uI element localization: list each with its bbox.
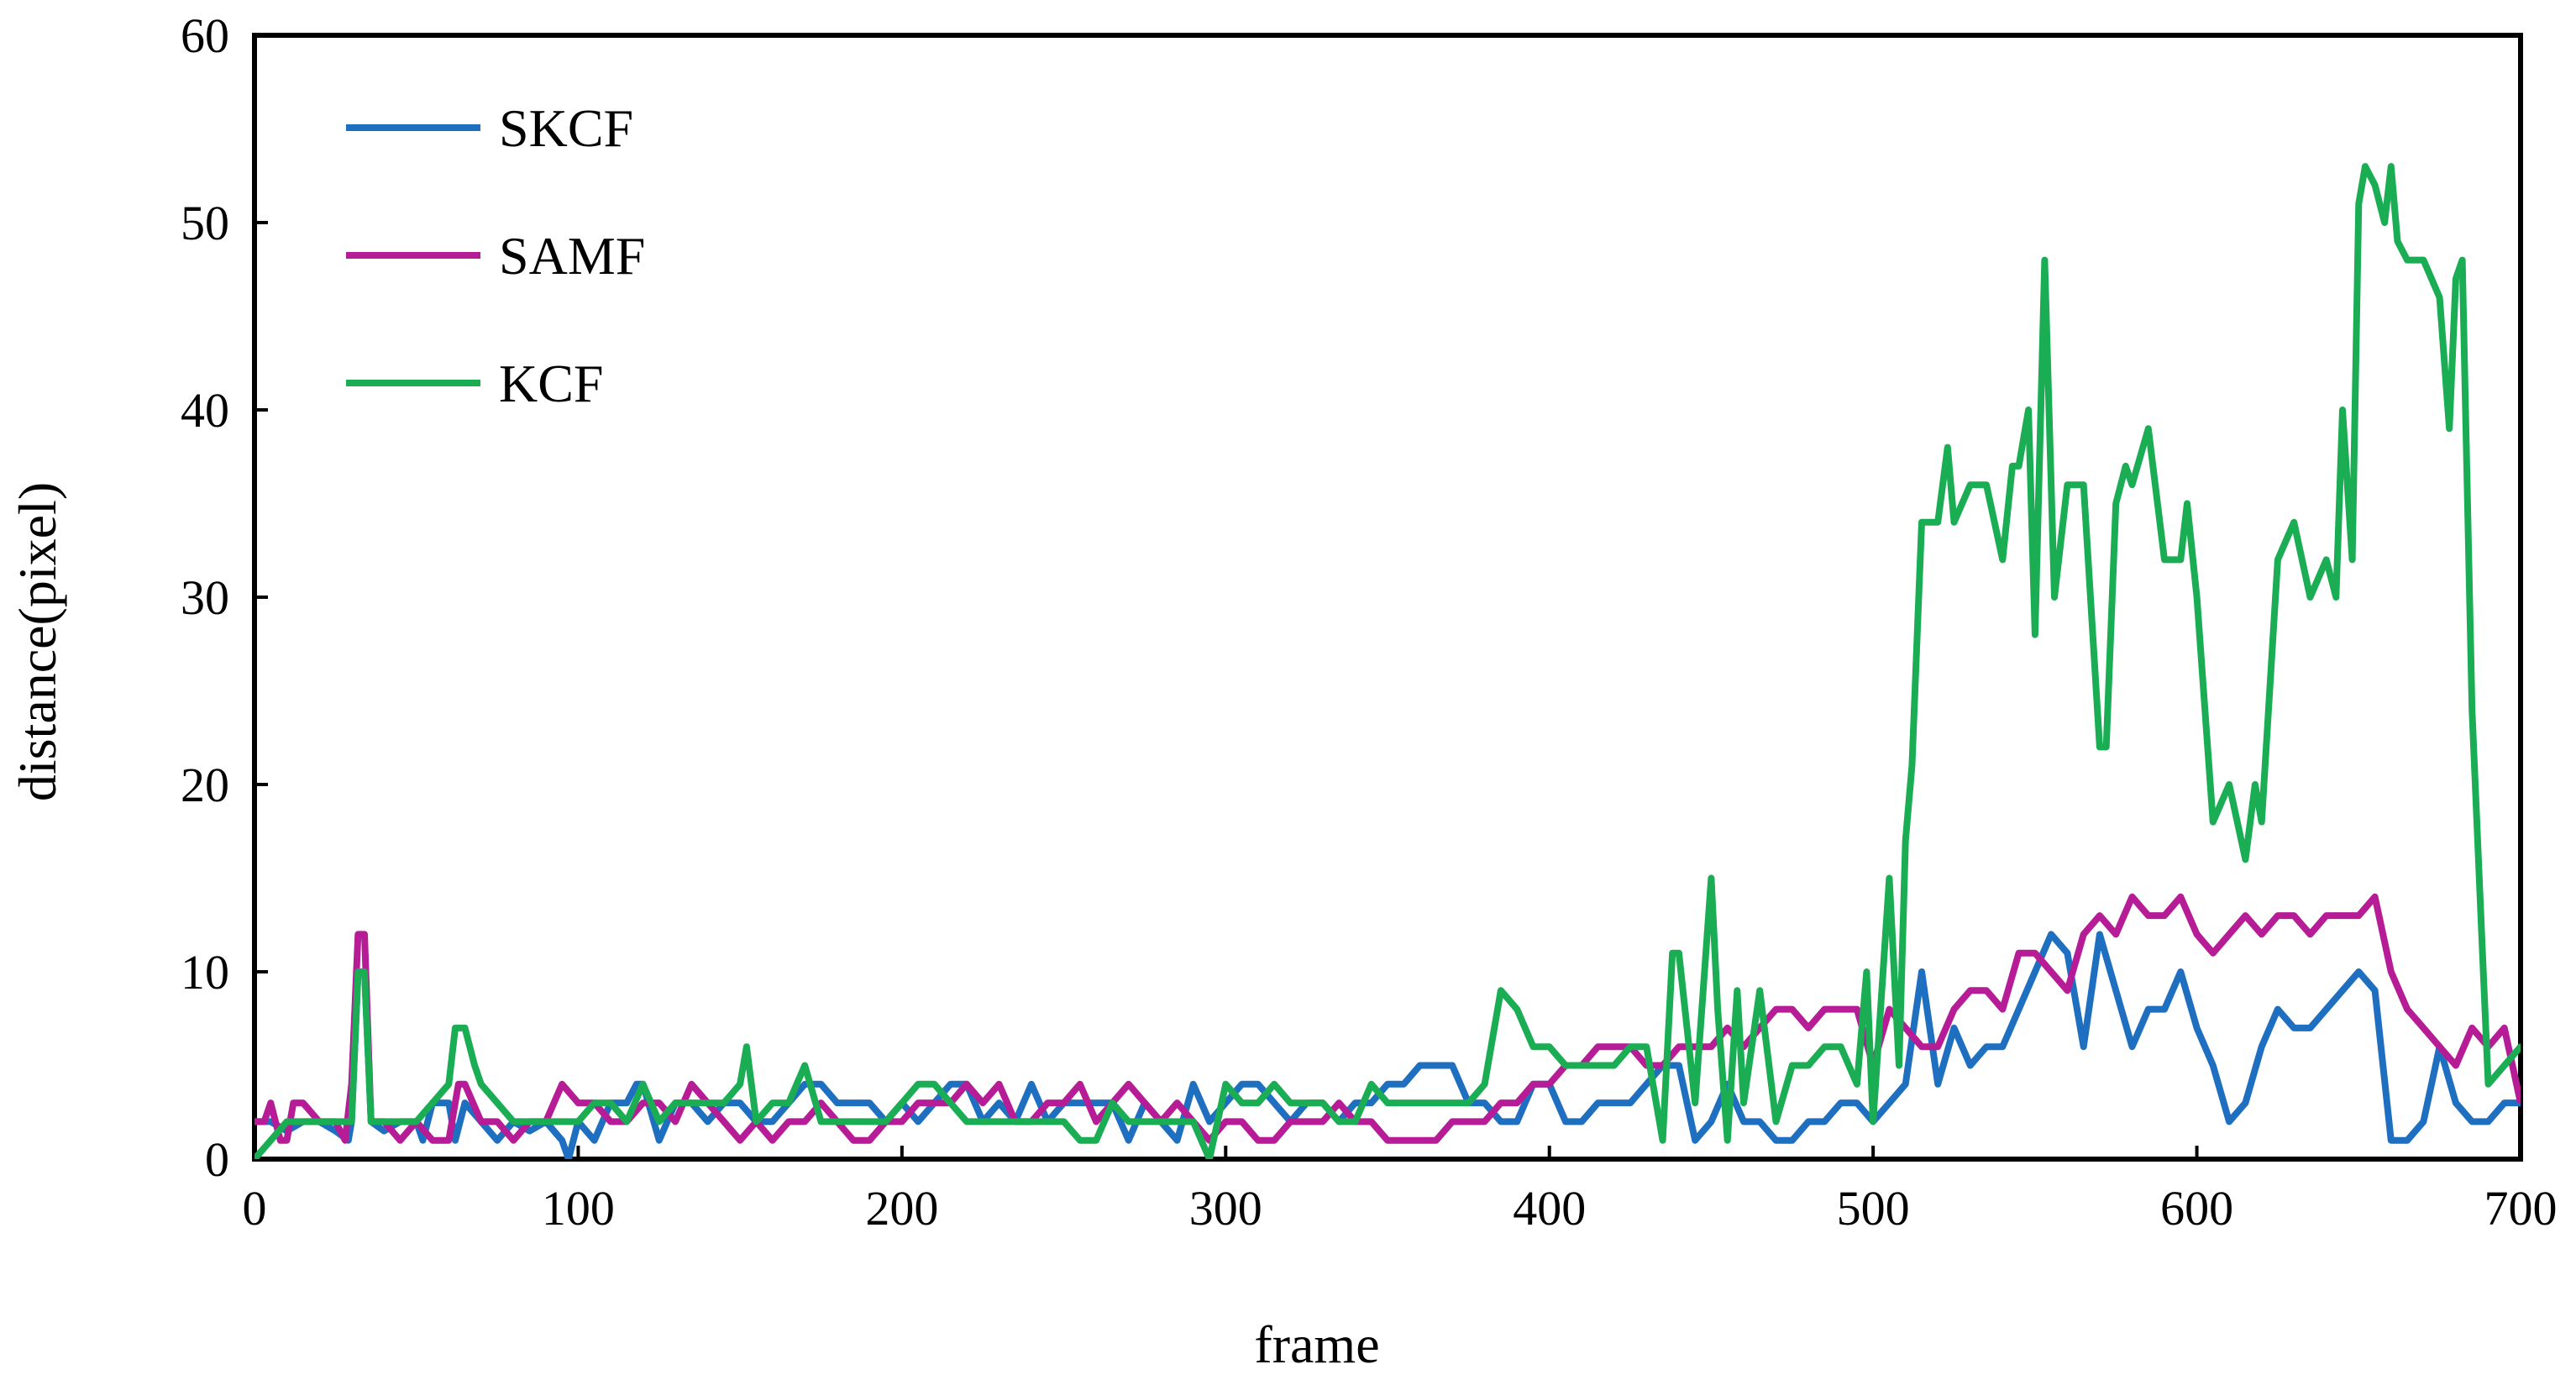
y-tick-label: 60	[181, 8, 229, 63]
x-axis: 0 100 200 300 400 500 600 700	[243, 1146, 2558, 1236]
series-lines	[254, 163, 2521, 1159]
y-tick-label: 10	[181, 945, 229, 1000]
x-axis-label: frame	[1254, 1314, 1379, 1374]
plot-border	[252, 33, 2523, 1162]
y-axis: 0 10 20 30 40 50 60	[181, 8, 268, 1187]
y-tick-label: 0	[205, 1132, 229, 1187]
series-line-skcf	[254, 931, 2521, 1159]
series-line-kcf	[254, 163, 2521, 1159]
x-tick-label: 400	[1513, 1181, 1586, 1236]
y-axis-label: distance(pixel)	[8, 482, 67, 801]
x-tick-label: 600	[2160, 1181, 2233, 1236]
y-tick-label: 50	[181, 196, 229, 250]
x-tick-label: 700	[2484, 1181, 2558, 1236]
legend: SKCF SAMF KCF	[346, 98, 645, 413]
legend-label-samf: SAMF	[499, 226, 645, 286]
x-tick-label: 0	[243, 1181, 267, 1236]
x-tick-label: 500	[1837, 1181, 1910, 1236]
legend-label-skcf: SKCF	[499, 98, 633, 158]
x-tick-label: 200	[865, 1181, 938, 1236]
y-tick-label: 30	[181, 570, 229, 625]
x-tick-label: 100	[542, 1181, 615, 1236]
x-tick-label: 300	[1189, 1181, 1262, 1236]
plot-area	[252, 33, 2523, 1162]
y-tick-label: 20	[181, 758, 229, 812]
legend-label-kcf: KCF	[499, 354, 604, 413]
y-tick-label: 40	[181, 383, 229, 438]
